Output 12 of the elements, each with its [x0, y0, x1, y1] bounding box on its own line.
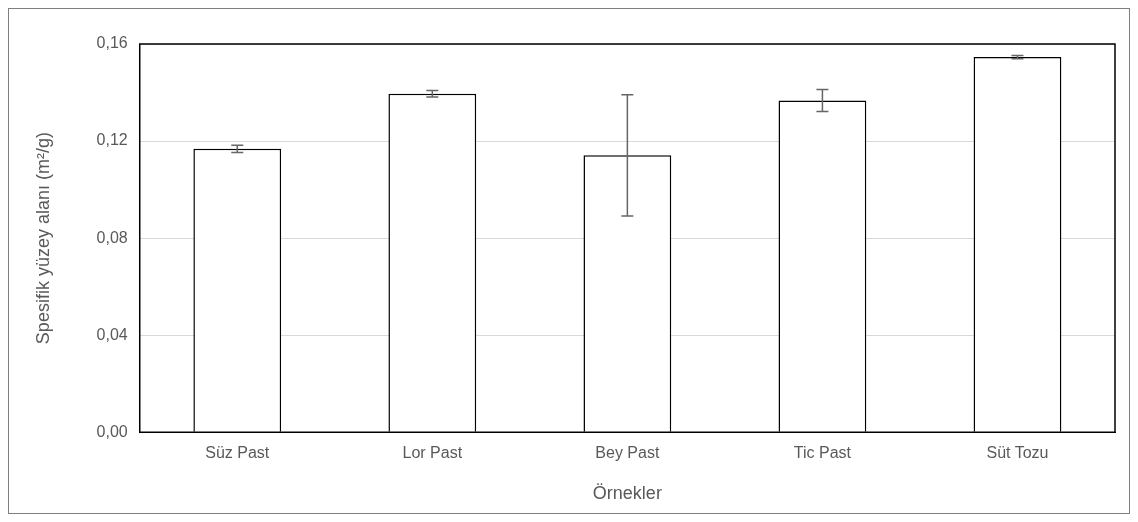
x-tick-label: Süz Past: [205, 444, 270, 462]
y-tick-label: 0,00: [96, 422, 128, 440]
x-tick-label: Tic Past: [793, 444, 852, 462]
y-tick-label: 0,12: [96, 131, 128, 149]
x-tick-label: Süt Tozu: [986, 444, 1049, 462]
x-tick-label: Lor Past: [402, 444, 463, 462]
x-axis-title: Örnekler: [592, 483, 662, 504]
y-axis-title: Spesifik yüzey alanı (m²/g): [32, 132, 53, 345]
x-tick-label: Bey Past: [595, 444, 660, 462]
y-tick-label: 0,04: [96, 325, 128, 343]
y-tick-label: 0,16: [96, 34, 128, 52]
y-tick-label: 0,08: [96, 228, 128, 246]
